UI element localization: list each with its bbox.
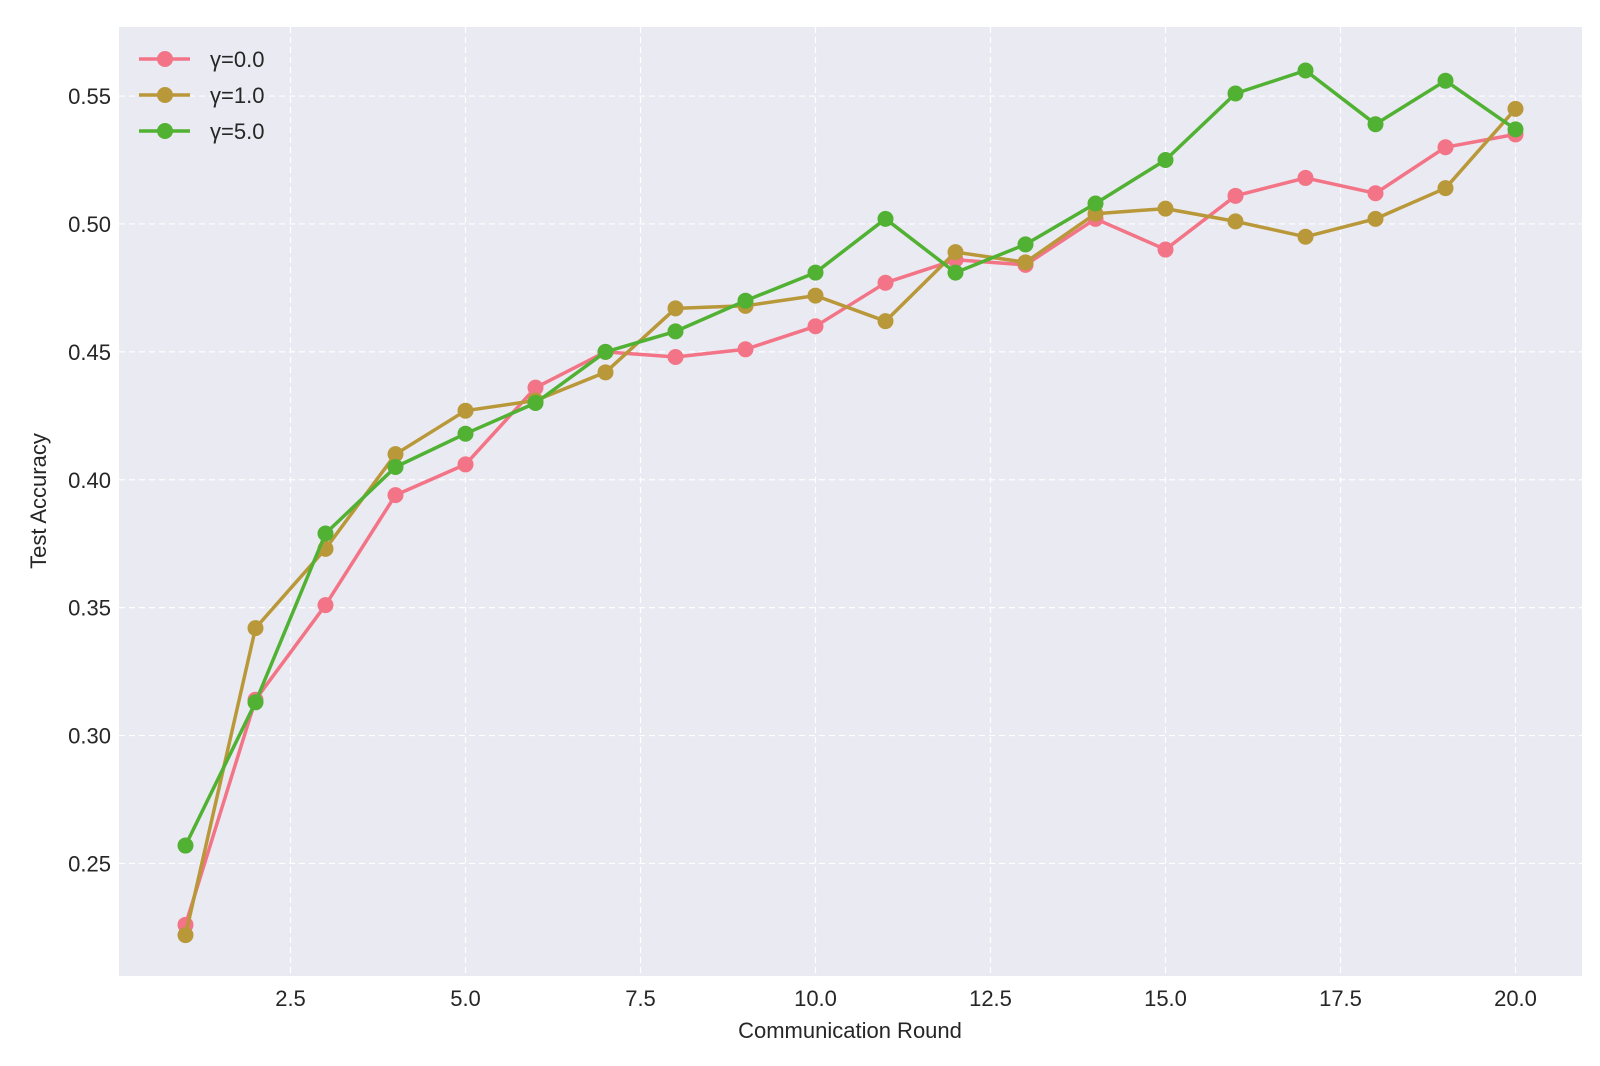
x-tick-label: 12.5	[969, 986, 1012, 1011]
data-point	[1157, 152, 1174, 169]
x-tick-label: 10.0	[794, 986, 837, 1011]
data-point	[1297, 228, 1314, 245]
x-tick-label: 7.5	[625, 986, 656, 1011]
series-line	[183, 68, 1518, 848]
x-tick-label: 17.5	[1319, 986, 1362, 1011]
data-point	[667, 348, 684, 365]
y-tick-label: 0.50	[68, 212, 111, 237]
series-2	[177, 100, 1524, 944]
legend-marker	[157, 51, 173, 67]
data-point	[737, 341, 754, 358]
series-lines	[177, 62, 1524, 944]
series-3	[177, 62, 1524, 854]
legend-label: γ=0.0	[210, 47, 264, 72]
data-point	[1437, 72, 1454, 89]
data-point	[597, 364, 614, 381]
data-point	[877, 210, 894, 227]
x-tick-label: 2.5	[275, 986, 306, 1011]
legend-item: γ=5.0	[139, 119, 264, 144]
data-point	[1437, 139, 1454, 156]
y-tick-label: 0.30	[68, 724, 111, 749]
data-point	[1087, 195, 1104, 212]
data-point	[387, 446, 404, 463]
y-tick-label: 0.35	[68, 596, 111, 621]
data-point	[1367, 210, 1384, 227]
data-point	[1507, 100, 1524, 117]
data-point	[1367, 185, 1384, 202]
data-point	[1297, 169, 1314, 186]
data-point	[317, 597, 334, 614]
legend-item: γ=1.0	[139, 83, 264, 108]
x-tick-label: 15.0	[1144, 986, 1187, 1011]
data-point	[1017, 254, 1034, 271]
y-tick-label: 0.25	[68, 851, 111, 876]
data-point	[1297, 62, 1314, 79]
data-point	[527, 395, 544, 412]
data-point	[1157, 241, 1174, 258]
data-point	[1017, 236, 1034, 253]
y-tick-label: 0.40	[68, 468, 111, 493]
data-point	[597, 343, 614, 360]
x-tick-label: 20.0	[1494, 986, 1537, 1011]
data-point	[807, 264, 824, 281]
x-tick-label: 5.0	[450, 986, 481, 1011]
data-point	[1437, 180, 1454, 197]
data-point	[457, 425, 474, 442]
data-point	[1367, 116, 1384, 133]
x-axis-label: Communication Round	[738, 1018, 962, 1043]
data-point	[387, 458, 404, 475]
series-line	[183, 132, 1518, 927]
data-point	[527, 379, 544, 396]
data-point	[457, 402, 474, 419]
y-axis-ticks: 0.25 0.30 0.35 0.40 0.45 0.50 0.55	[68, 84, 111, 876]
legend-label: γ=5.0	[210, 119, 264, 144]
data-point	[947, 264, 964, 281]
data-point	[877, 313, 894, 330]
y-tick-label: 0.45	[68, 340, 111, 365]
data-point	[807, 287, 824, 304]
legend-marker	[157, 123, 173, 139]
plot-area	[119, 27, 1582, 976]
data-point	[947, 244, 964, 261]
legend: γ=0.0 γ=1.0 γ=5.0	[139, 47, 264, 144]
legend-item: γ=0.0	[139, 47, 264, 72]
data-point	[807, 318, 824, 335]
y-axis-label: Test Accuracy	[26, 433, 51, 569]
data-point	[737, 292, 754, 309]
data-point	[317, 525, 334, 542]
legend-marker	[157, 87, 173, 103]
data-point	[1227, 187, 1244, 204]
data-point	[177, 927, 194, 944]
series-line	[183, 107, 1518, 937]
y-tick-label: 0.55	[68, 84, 111, 109]
grid	[119, 27, 1582, 976]
data-point	[667, 300, 684, 317]
data-point	[177, 837, 194, 854]
data-point	[247, 694, 264, 711]
data-point	[877, 274, 894, 291]
data-point	[667, 323, 684, 340]
data-point	[387, 487, 404, 504]
x-axis-ticks: 2.5 5.0 7.5 10.0 12.5 15.0 17.5 20.0	[275, 986, 1537, 1011]
data-point	[1507, 121, 1524, 138]
data-point	[1227, 85, 1244, 102]
data-point	[1157, 200, 1174, 217]
data-point	[457, 456, 474, 473]
legend-label: γ=1.0	[210, 83, 264, 108]
data-point	[1227, 213, 1244, 230]
data-point	[247, 620, 264, 637]
